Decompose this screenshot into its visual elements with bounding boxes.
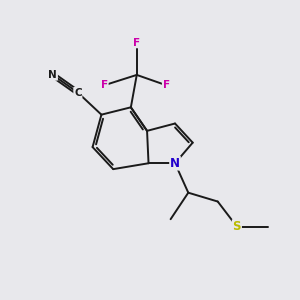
Text: F: F <box>133 38 140 47</box>
Text: N: N <box>49 70 57 80</box>
Text: C: C <box>74 88 82 98</box>
Text: N: N <box>170 157 180 170</box>
Text: F: F <box>163 80 170 90</box>
Text: F: F <box>101 80 108 90</box>
Text: S: S <box>232 220 241 233</box>
